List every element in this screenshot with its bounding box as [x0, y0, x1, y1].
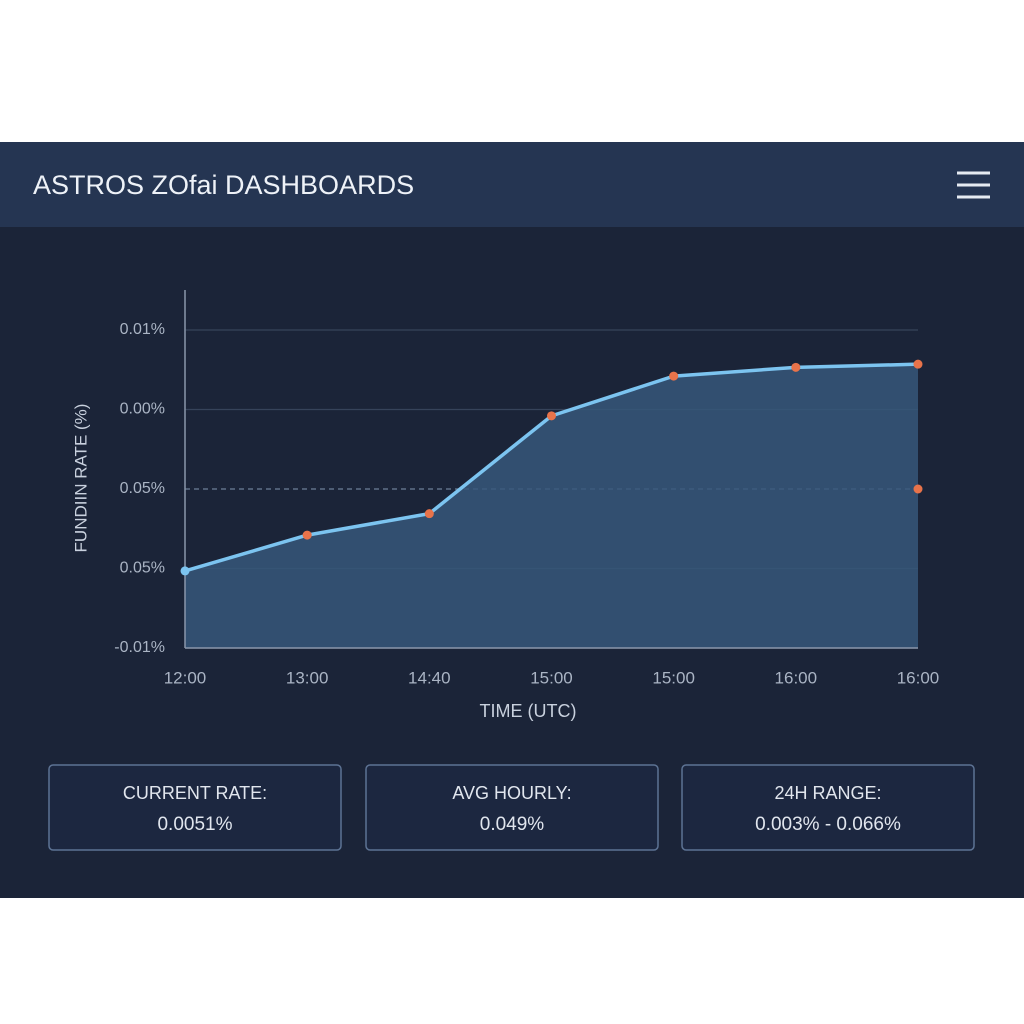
area — [185, 364, 918, 648]
header-bar — [0, 142, 1024, 227]
data-point — [669, 371, 679, 381]
x-tick-label: 12:00 — [164, 668, 207, 687]
reference-point — [913, 484, 923, 494]
y-tick-label: 0.05% — [120, 560, 165, 577]
x-tick-label: 15:00 — [652, 668, 695, 687]
data-point — [424, 509, 434, 519]
y-tick-label: 0.05% — [120, 480, 165, 497]
data-point — [791, 362, 801, 372]
data-point — [302, 530, 312, 540]
header-title: ASTROS ZOfai DASHBOARDS — [33, 170, 414, 200]
y-axis-label: FUNDIIN RATE (%) — [71, 404, 90, 553]
cards: CURRENT RATE: 0.0051% AVG HOURLY: 0.049% 24H… — [48, 764, 975, 851]
stat-label: 24H RANGE: — [774, 783, 881, 803]
stat-value: 0.003% - 0.066% — [755, 814, 901, 835]
data-point — [913, 359, 923, 369]
data-point — [547, 411, 556, 421]
stat-card — [48, 764, 342, 851]
stat-label: CURRENT RATE: — [123, 783, 267, 803]
y-tick-label: -0.01% — [114, 639, 165, 656]
stat-value: 0.0051% — [157, 814, 232, 835]
x-tick-label: 15:00 — [530, 668, 573, 687]
y-tick-label: 0.00% — [120, 401, 165, 418]
stat-card — [681, 764, 975, 851]
x-tick-label: 13:00 — [286, 668, 329, 687]
x-tick-label: 16:00 — [775, 668, 818, 687]
menu-icon[interactable] — [957, 171, 990, 199]
stat-label: AVG HOURLY: — [452, 783, 571, 803]
stat-card — [365, 764, 659, 851]
x-tick-label: 16:00 — [897, 668, 940, 687]
y-tick-label: 0.01% — [120, 321, 165, 338]
x-tick-label: 14:40 — [408, 668, 451, 687]
x-axis-label: TIME (UTC) — [480, 701, 577, 721]
data-point — [180, 566, 190, 576]
stat-value: 0.049% — [480, 814, 545, 835]
